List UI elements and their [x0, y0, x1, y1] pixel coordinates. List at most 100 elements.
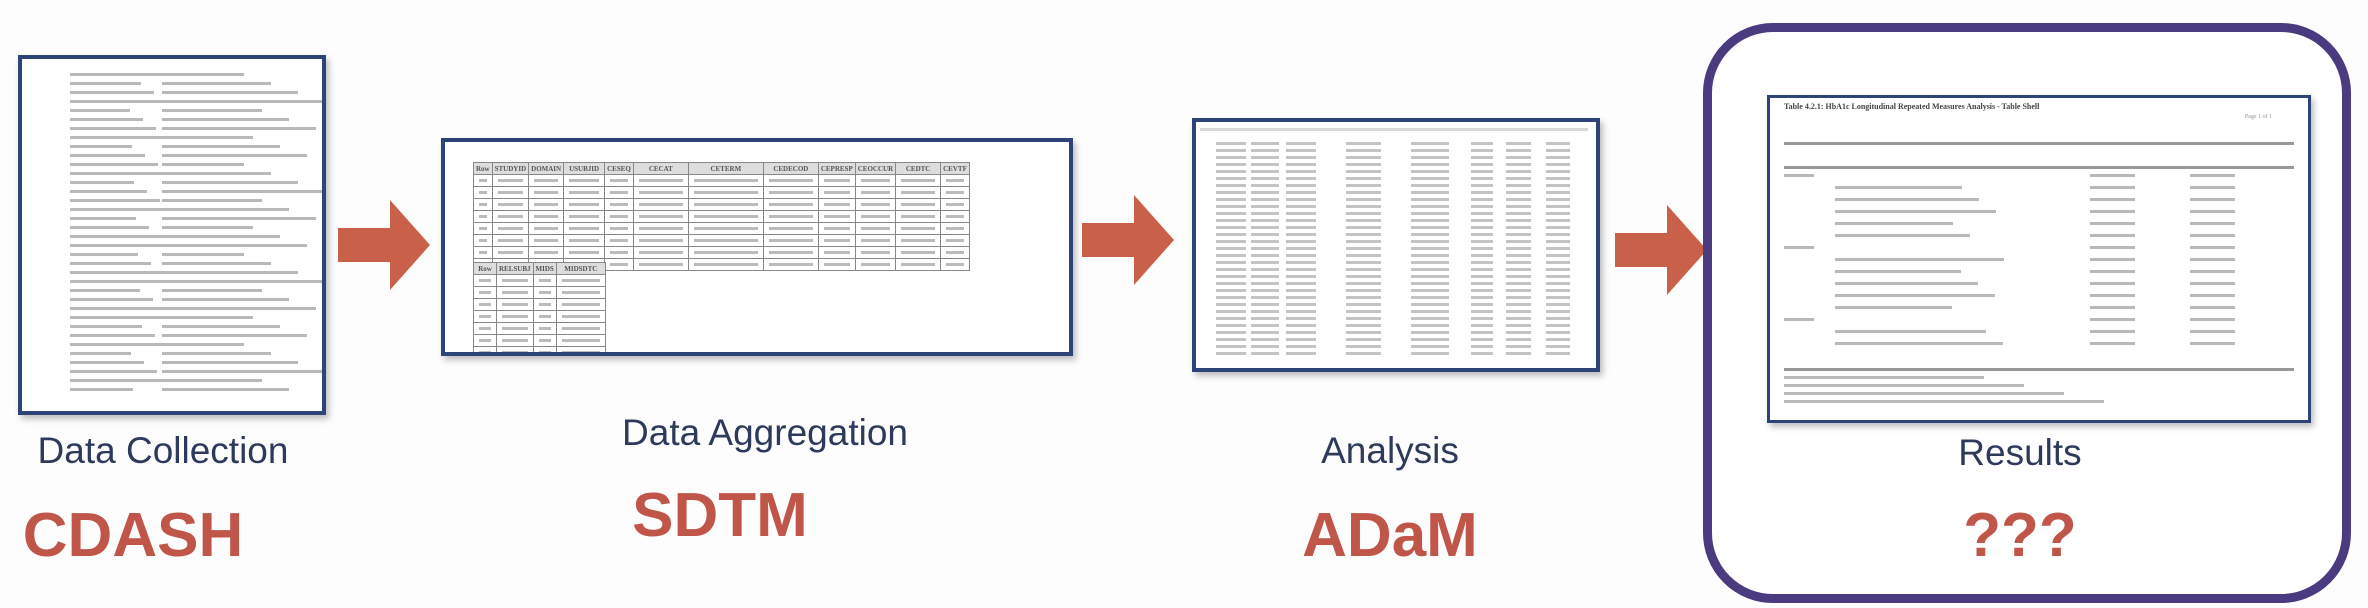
arrow-right-icon: [1615, 205, 1707, 295]
faux-text-line: [1411, 170, 1449, 173]
table-row: [473, 222, 970, 235]
faux-text-line: [1546, 310, 1570, 313]
faux-text-line: [1286, 345, 1316, 348]
faux-text-line: [70, 127, 156, 130]
faux-text-line: [1546, 324, 1570, 327]
faux-text-line: [1411, 149, 1449, 152]
faux-text-line: [1216, 352, 1246, 355]
standard-cdash: CDASH: [22, 501, 244, 570]
faux-text-line: [1251, 212, 1279, 215]
faux-text-line: [1506, 233, 1531, 236]
faux-text-line: [1506, 212, 1531, 215]
faux-text-line: [1346, 352, 1381, 355]
faux-text-line: [1216, 177, 1246, 180]
faux-text-line: [1411, 254, 1449, 257]
faux-text-line: [162, 136, 253, 139]
faux-text-line: [70, 325, 142, 328]
faux-text-line: [1546, 212, 1570, 215]
faux-text-line: [1411, 247, 1449, 250]
column-header: RELSUBJ: [496, 262, 534, 275]
faux-text-line: [1251, 338, 1279, 341]
column-header: CEDTC: [895, 162, 942, 175]
faux-text-line: [1286, 177, 1316, 180]
column-header: MIDSDTC: [555, 262, 606, 275]
faux-text-line: [2190, 222, 2235, 225]
faux-text-line: [1251, 261, 1279, 264]
faux-text-line: [1546, 240, 1570, 243]
faux-text-line: [1216, 226, 1246, 229]
faux-text-line: [162, 73, 244, 76]
faux-text-line: [70, 370, 157, 373]
faux-text-line: [1546, 233, 1570, 236]
faux-text-line: [1546, 352, 1570, 355]
faux-text-line: [70, 82, 141, 85]
faux-text-line: [1286, 282, 1316, 285]
standard-adam: ADaM: [1302, 501, 1478, 570]
faux-text-line: [1546, 163, 1570, 166]
faux-text-line: [1506, 191, 1531, 194]
faux-text-line: [1286, 303, 1316, 306]
faux-text-line: [1251, 142, 1279, 145]
faux-text-line: [162, 226, 253, 229]
faux-text-line: [1346, 240, 1381, 243]
faux-text-line: [1546, 317, 1570, 320]
table-row: [473, 310, 606, 323]
faux-text-line: [1251, 275, 1279, 278]
faux-text-line: [1411, 177, 1449, 180]
faux-text-line: [162, 334, 307, 337]
faux-text-line: [70, 361, 144, 364]
faux-text-line: [2190, 234, 2235, 237]
faux-text-line: [1471, 352, 1493, 355]
faux-text-line: [1346, 212, 1381, 215]
faux-text-line: [2090, 330, 2135, 333]
faux-text-line: [70, 100, 167, 103]
faux-text-line: [1286, 254, 1316, 257]
faux-text-line: [1471, 268, 1493, 271]
faux-text-line: [1471, 191, 1493, 194]
table-row: [473, 274, 606, 287]
faux-text-line: [1471, 247, 1493, 250]
faux-text-line: [2090, 342, 2135, 345]
faux-text-line: [70, 136, 169, 139]
faux-text-line: [1216, 240, 1246, 243]
faux-text-line: [162, 343, 244, 346]
faux-text-line: [1216, 212, 1246, 215]
faux-text-line: [2190, 246, 2235, 249]
faux-text-line: [1411, 240, 1449, 243]
faux-text-line: [1784, 166, 2294, 169]
faux-text-line: [1471, 177, 1493, 180]
faux-text-line: [70, 289, 140, 292]
faux-text-line: [2190, 174, 2235, 177]
faux-text-line: [1471, 317, 1493, 320]
faux-text-line: [1411, 296, 1449, 299]
faux-text-line: [2090, 282, 2135, 285]
faux-text-line: [1251, 184, 1279, 187]
column-header: CESEQ: [604, 162, 634, 175]
faux-text-line: [1346, 345, 1381, 348]
faux-text-line: [70, 190, 147, 193]
faux-text-line: [1506, 324, 1531, 327]
faux-text-line: [1346, 338, 1381, 341]
faux-text-line: [1346, 296, 1381, 299]
faux-text-line: [1251, 352, 1279, 355]
faux-text-line: [1286, 198, 1316, 201]
faux-text-line: [1506, 338, 1531, 341]
faux-text-line: [2090, 294, 2135, 297]
table-row: [473, 334, 606, 347]
faux-text-line: [1506, 247, 1531, 250]
faux-text-line: [162, 262, 271, 265]
faux-text-line: [162, 118, 289, 121]
faux-text-line: [1411, 310, 1449, 313]
table-row: [473, 234, 970, 247]
faux-text-line: [1471, 219, 1493, 222]
faux-text-line: [1411, 331, 1449, 334]
faux-text-line: [1546, 338, 1570, 341]
faux-text-line: [1471, 289, 1493, 292]
faux-text-line: [1251, 219, 1279, 222]
faux-text-line: [1471, 331, 1493, 334]
faux-text-line: [1286, 191, 1316, 194]
faux-text-line: [1546, 282, 1570, 285]
faux-text-line: [1506, 163, 1531, 166]
faux-text-line: [1835, 330, 1986, 333]
faux-text-line: [1471, 226, 1493, 229]
